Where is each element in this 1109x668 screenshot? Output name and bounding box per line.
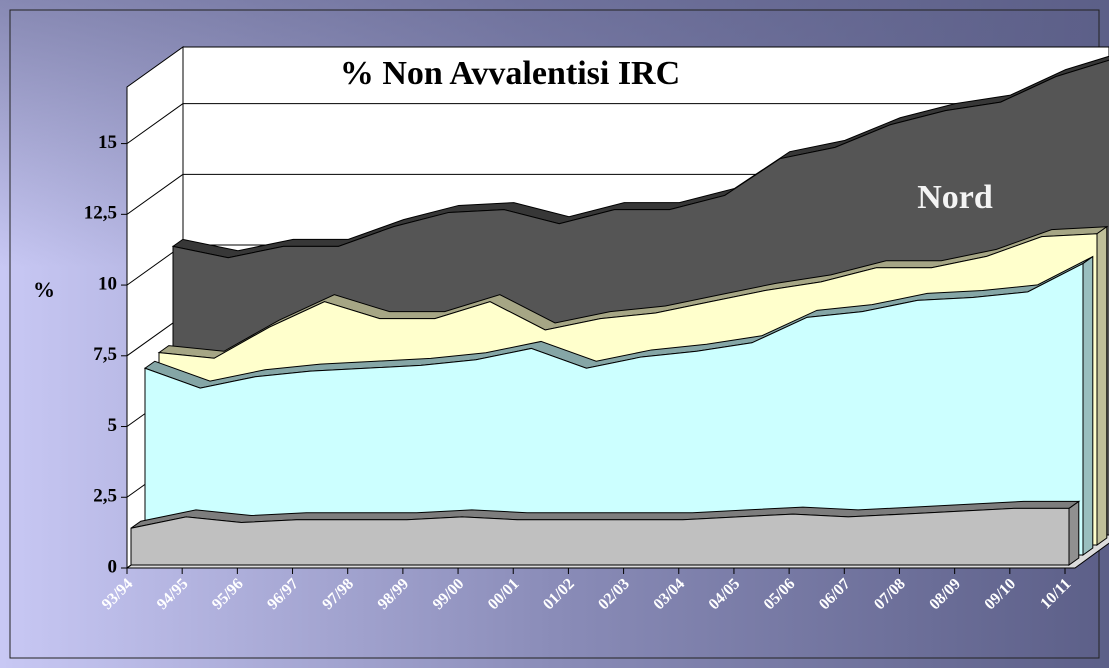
area-side-shade — [1069, 501, 1079, 565]
area — [144, 262, 1084, 556]
y-tick-label: 2,5 — [93, 486, 117, 507]
area-top-shade — [131, 501, 1079, 529]
y-tick-label: 10 — [98, 273, 117, 294]
y-tick-label: 7,5 — [93, 344, 117, 365]
side-grid-line — [126, 103, 184, 144]
y-tick-label: 12,5 — [84, 203, 117, 224]
y-tick-label: 0 — [108, 556, 118, 577]
series-label: Nord — [917, 179, 993, 216]
y-tick-label: 15 — [98, 132, 117, 153]
area-side-shade — [1097, 226, 1107, 545]
area-side-shade — [1083, 256, 1093, 555]
y-tick-label: 5 — [108, 415, 118, 436]
chart-title: % Non Avvalentisi IRC — [340, 55, 680, 92]
y-axis-label: % — [33, 277, 55, 302]
area — [130, 507, 1070, 566]
side-grid-line — [126, 173, 184, 215]
